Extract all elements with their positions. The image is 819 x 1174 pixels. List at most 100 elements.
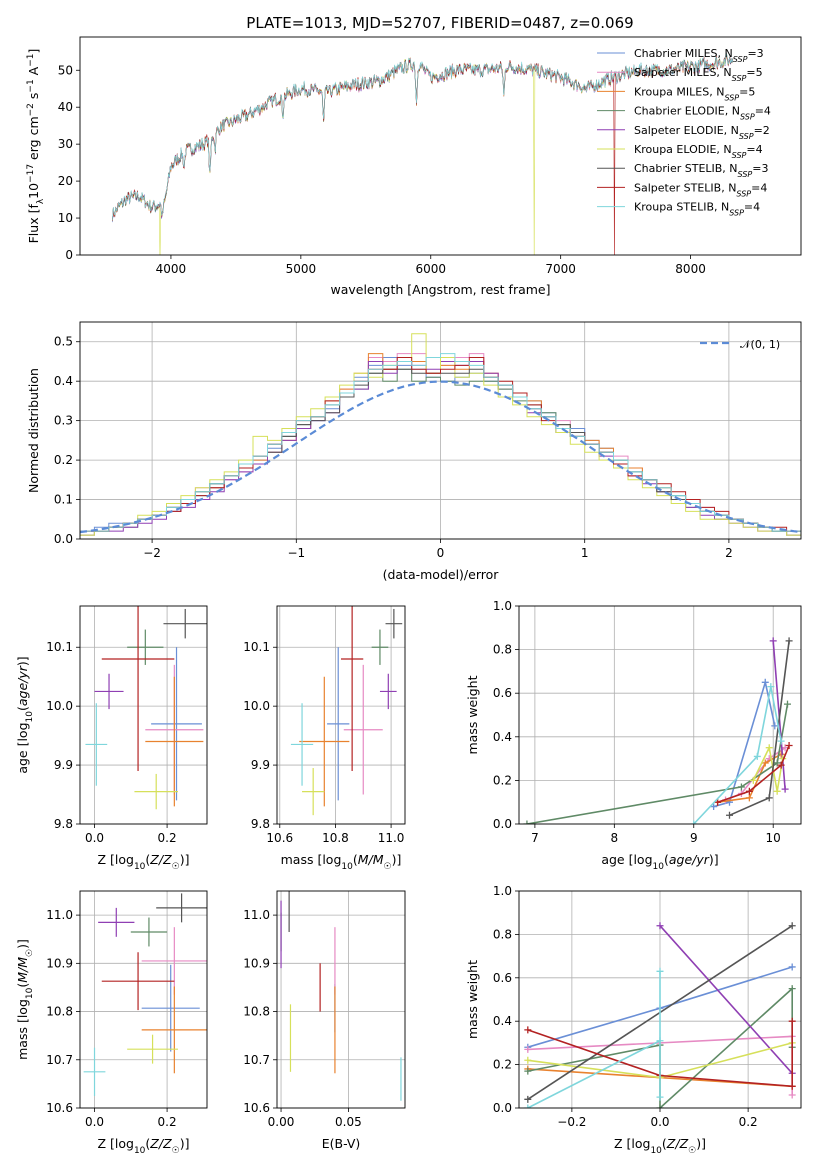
weight-line-kroupa-miles <box>717 753 782 803</box>
x-tick-label: 8 <box>611 831 619 845</box>
x-tick-label: 7 <box>531 831 539 845</box>
x-tick-label: 10.8 <box>322 831 349 845</box>
x-tick-label: 0.0 <box>85 831 104 845</box>
errorbar-chabrier-elodie <box>371 629 389 665</box>
weight-marker <box>745 787 753 795</box>
errorbar-salpeter-stelib <box>341 606 364 771</box>
spectrum-legend: Chabrier MILES, NSSP=3 Salpeter MILES, NS… <box>597 47 771 217</box>
spectrum-panel: 4000 5000 6000 7000 8000 0 10 20 30 40 50 Chabrier … <box>26 36 802 297</box>
y-tick-label: 30 <box>58 137 73 151</box>
errorbar-kroupa-miles <box>299 676 350 807</box>
weight-line-salpeter-stelib <box>527 1021 793 1088</box>
y-axis-label: Normed distribution <box>26 368 41 493</box>
y-tick-label: 0.3 <box>54 414 73 428</box>
weight-marker <box>773 759 781 767</box>
errorbar-salpeter-miles <box>343 664 383 795</box>
legend-entry: Chabrier STELIB, NSSP=3 <box>634 162 768 179</box>
y-tick-label: 0.6 <box>493 686 512 700</box>
errorbar-salpeter-elodie <box>379 673 397 710</box>
y-tick-label: 10.9 <box>243 956 270 970</box>
weight-marker <box>788 1091 796 1099</box>
weight-marker <box>656 1037 664 1045</box>
y-tick-label: 1.0 <box>493 599 512 613</box>
age-vs-mass-panel: 10.6 10.8 11.0 9.8 9.9 10.0 10.1 mass [log10(M/… <box>243 605 406 872</box>
weight-line-salpeter-stelib <box>717 745 790 803</box>
y-tick-label: 0.2 <box>493 1058 512 1072</box>
axes-frame <box>79 321 802 540</box>
x-tick-label: −2 <box>143 546 161 560</box>
y-tick-label: 0.4 <box>54 374 73 388</box>
errorbar-salpeter-stelib <box>101 606 175 771</box>
y-tick-label: 10.1 <box>46 640 73 654</box>
x-tick-label: 0.2 <box>158 1115 177 1129</box>
y-tick-label: 11.0 <box>243 908 270 922</box>
weight-marker <box>788 1082 796 1090</box>
x-tick-label: 10.6 <box>266 831 293 845</box>
y-tick-label: 9.8 <box>251 817 270 831</box>
weight-marker <box>524 1104 532 1108</box>
weight-marker <box>753 752 761 760</box>
legend-entry: Salpeter ELODIE, NSSP=2 <box>634 124 770 141</box>
x-axis-label: mass [log10(M/M☉)] <box>281 852 402 872</box>
errorbar-kroupa-stelib <box>290 703 314 786</box>
x-tick-label: 6000 <box>415 262 446 276</box>
x-axis-label: Z [log10(Z/Z☉)] <box>614 1136 706 1156</box>
weight-marker <box>656 967 664 975</box>
y-tick-label: 50 <box>58 63 73 77</box>
weight-line-salpeter-miles <box>725 747 786 801</box>
x-tick-label: 0.00 <box>268 1115 295 1129</box>
y-tick-label: 9.9 <box>251 758 270 772</box>
x-axis-label: Z [log10(Z/Z☉)] <box>97 1136 189 1156</box>
y-tick-label: 10.0 <box>243 699 270 713</box>
age-vs-metallicity-panel: 0.0 0.2 9.8 9.9 10.0 10.1 Z [log10(Z/Z☉)] age [… <box>15 605 208 872</box>
errorbar-chabrier-stelib <box>385 608 403 639</box>
residuals-histogram-panel: −2 −1 0 1 2 0.0 0.1 0.2 0.3 0.4 0.5 𝒩(0, 1) (data-mo… <box>26 321 802 582</box>
weight-line-kroupa-stelib <box>527 971 661 1108</box>
y-tick-label: 0 <box>65 248 73 262</box>
legend-entry: Chabrier MILES, NSSP=3 <box>634 47 764 64</box>
y-axis-label: mass [log10(M/M☉)] <box>15 939 35 1060</box>
axes-frame <box>79 890 208 1109</box>
histogram-salpeter-stelib <box>80 357 801 539</box>
y-tick-label: 10.6 <box>243 1101 270 1115</box>
x-tick-label: 10 <box>766 831 781 845</box>
spectrum-line-kroupa-stelib <box>112 52 734 221</box>
weight-marker <box>656 1104 664 1108</box>
residuals-legend: 𝒩(0, 1) <box>700 338 780 351</box>
weight-marker <box>788 963 796 971</box>
weight-marker <box>761 678 769 686</box>
weight-marker <box>761 759 769 767</box>
errorbar-chabrier-stelib <box>156 893 207 923</box>
weight-line-chabrier-elodie <box>526 703 789 824</box>
errorbar-chabrier-miles <box>151 647 202 801</box>
x-tick-label: 9 <box>690 831 698 845</box>
y-tick-label: 10.7 <box>46 1053 73 1067</box>
y-tick-label: 0.4 <box>493 730 512 744</box>
y-tick-label: 10.8 <box>243 1005 270 1019</box>
legend-entry: Kroupa ELODIE, NSSP=4 <box>634 143 763 160</box>
x-axis-label: (data-model)/error <box>383 567 500 582</box>
weight-marker <box>524 1045 532 1053</box>
y-tick-label: 9.8 <box>54 817 73 831</box>
y-tick-label: 10 <box>58 211 73 225</box>
y-tick-label: 0.8 <box>493 643 512 657</box>
weight-line-chabrier-miles <box>713 682 776 808</box>
weight-marker <box>749 776 757 784</box>
weight-line-chabrier-elodie <box>527 986 793 1108</box>
weight-marker <box>765 794 773 802</box>
errorbar-salpeter-miles <box>141 927 207 995</box>
x-tick-label: 4000 <box>156 262 187 276</box>
axes-frame <box>518 605 802 825</box>
errorbar-chabrier-miles <box>141 964 200 1052</box>
axes-frame <box>79 605 208 825</box>
x-axis-label: Z [log10(Z/Z☉)] <box>97 852 189 872</box>
axes-frame <box>518 890 802 1109</box>
weight-marker <box>765 744 773 752</box>
legend-entry: Salpeter MILES, NSSP=5 <box>634 66 763 83</box>
x-axis-label: wavelength [Angstrom, rest frame] <box>330 282 550 297</box>
mass-vs-metallicity-panel: 0.0 0.2 10.6 10.7 10.8 10.9 11.0 Z [log10(Z/Z☉)… <box>15 890 208 1156</box>
y-tick-label: 0.2 <box>54 453 73 467</box>
weight-marker <box>726 811 734 819</box>
errorbar-salpeter-elodie <box>94 673 124 710</box>
weight-marker <box>690 820 698 824</box>
